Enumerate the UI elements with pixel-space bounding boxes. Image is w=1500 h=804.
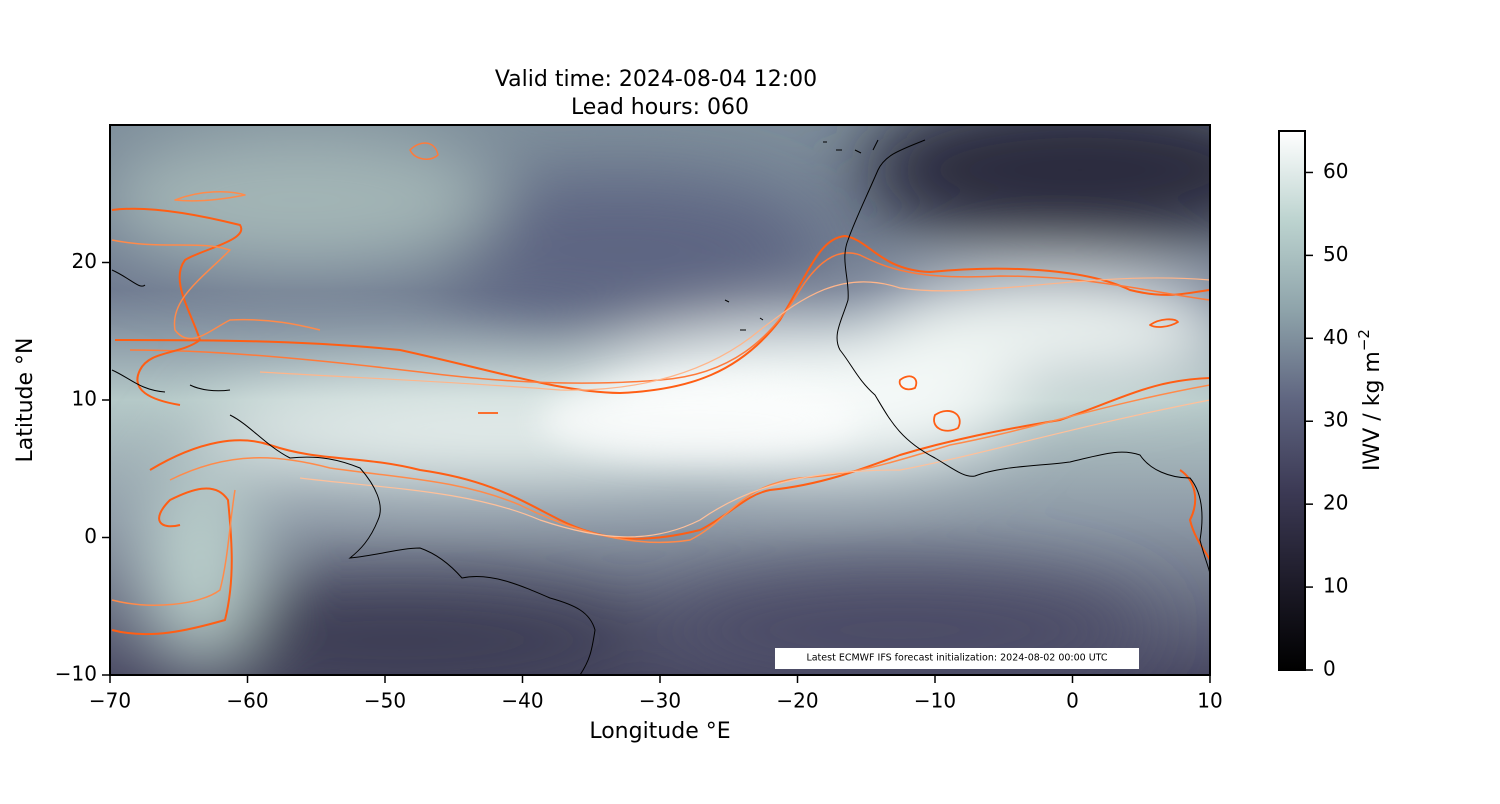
colorbar-tick-label: 10: [1323, 574, 1348, 598]
colorbar-tick-label: 20: [1323, 491, 1348, 515]
colorbar-label: IWV / kg m−2: [1355, 329, 1386, 471]
y-tick-label: −10: [55, 662, 97, 686]
x-tick-label: −20: [776, 689, 818, 713]
colorbar-tick-label: 0: [1323, 657, 1336, 681]
annotation-box: [775, 648, 1139, 669]
x-tick-label: −40: [501, 689, 543, 713]
x-tick-label: −70: [89, 689, 131, 713]
y-tick-label: 0: [84, 524, 97, 548]
colorbar-tick-label: 30: [1323, 408, 1348, 432]
annotation: Latest ECMWF IFS forecast initialization…: [806, 653, 1107, 664]
colorbar: [1278, 130, 1306, 671]
title-line: Valid time: 2024-08-04 12:00: [495, 67, 817, 92]
x-tick-label: −50: [364, 689, 406, 713]
colorbar-tick-label: 40: [1323, 325, 1348, 349]
x-tick-label: −30: [639, 689, 681, 713]
colorbar-label-text: IWV / kg m: [1360, 351, 1385, 471]
x-axis-label: Longitude °E: [589, 719, 730, 744]
colorbar-tick-label: 50: [1323, 242, 1348, 266]
iwv-field: [110, 125, 1210, 675]
y-tick-label: 20: [72, 249, 97, 273]
x-tick-label: 0: [1066, 689, 1079, 713]
contours: [111, 142, 1210, 636]
x-tick-label: −10: [914, 689, 956, 713]
coastlines: [111, 139, 1210, 675]
colorbar-tick-label: 60: [1323, 159, 1348, 183]
title-line: Lead hours: 060: [571, 95, 749, 120]
y-axis-label: Latitude °N: [13, 338, 38, 463]
x-tick-label: 10: [1197, 689, 1222, 713]
y-tick-label: 10: [72, 387, 97, 411]
colorbar-label-exponent: −2: [1355, 329, 1373, 351]
x-tick-label: −60: [226, 689, 268, 713]
